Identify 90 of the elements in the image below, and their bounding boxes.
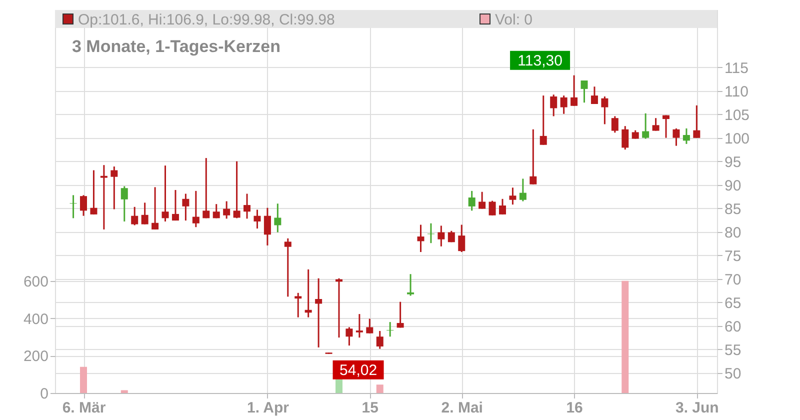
- candlestick: [244, 192, 251, 220]
- candlestick: [580, 80, 588, 104]
- candlestick: [131, 206, 138, 226]
- y2-tick-label: 115: [724, 60, 748, 77]
- y2-tick-label: 110: [724, 83, 748, 100]
- candlestick: [478, 191, 486, 210]
- bar: [80, 366, 88, 393]
- y2-tick-label: 105: [724, 106, 750, 124]
- y2-tick-label: 95: [724, 154, 742, 171]
- x-tick-label: 6. Mär: [62, 400, 106, 416]
- candlestick: [560, 94, 568, 115]
- y2-tick-label: 50: [724, 365, 742, 382]
- candlestick: [590, 86, 598, 105]
- candlestick: [141, 202, 148, 226]
- y-tick-label: 0: [40, 386, 48, 402]
- x-tick-label: 15: [362, 400, 378, 416]
- y2-tick-label: 75: [724, 248, 742, 265]
- legend-label: Op:101.6, Hi:106.9, Lo:99.98, Cl:99.98: [78, 12, 335, 28]
- candlestick: [530, 128, 537, 186]
- candlestick: [152, 186, 159, 230]
- y2-tick-label: 100: [724, 130, 750, 148]
- candlestick: [642, 112, 650, 140]
- x-tick-label: 16: [566, 400, 583, 416]
- candlestick: [110, 166, 118, 210]
- y-tick-label: 400: [23, 310, 48, 328]
- candlestick: [172, 189, 179, 222]
- candlestick: [100, 164, 108, 230]
- candlestick: [693, 104, 700, 139]
- candlestick: [366, 318, 374, 334]
- y2-tick-label: 85: [724, 200, 742, 218]
- annotation: 113,30: [518, 52, 562, 70]
- candlestick: [254, 208, 261, 230]
- candlestick: [662, 114, 670, 139]
- y2-tick-label: 55: [724, 342, 742, 359]
- candlestick: [233, 160, 240, 219]
- candlestick: [407, 273, 414, 296]
- candlestick: [315, 278, 322, 348]
- candlestick: [682, 128, 690, 145]
- candlestick: [376, 330, 384, 350]
- candlestick: [622, 125, 629, 150]
- candlestick: [120, 185, 128, 222]
- candlestick: [274, 202, 282, 234]
- candlestick: [80, 194, 88, 217]
- candlestick: [284, 238, 292, 298]
- candlestick: [202, 157, 210, 219]
- candlestick: [346, 326, 353, 346]
- candlestick: [70, 194, 77, 219]
- candlestick: [223, 200, 230, 220]
- candlestick: [652, 117, 660, 132]
- candlestick: [550, 94, 558, 117]
- candlestick: [438, 224, 445, 248]
- candlestick: [519, 178, 526, 202]
- annotation: 54,02: [340, 362, 378, 379]
- candlestick: [396, 301, 404, 328]
- candlestick: [509, 186, 516, 206]
- candlestick: [611, 115, 618, 134]
- y2-tick-label: 80: [724, 224, 742, 242]
- candlestick: [417, 224, 424, 253]
- candlestick: [90, 170, 98, 216]
- candlestick: [601, 96, 608, 125]
- x-tick-label: 2. Mai: [441, 400, 483, 416]
- bar: [376, 384, 384, 393]
- candlestick: [294, 292, 302, 318]
- candlestick: [540, 94, 547, 146]
- candlestick: [356, 313, 363, 338]
- candlestick: [386, 321, 394, 338]
- x-tick-label: 3. Jun: [675, 400, 719, 416]
- candlestick: [570, 74, 578, 107]
- bar: [120, 390, 128, 393]
- candlestick: [212, 203, 220, 219]
- legend-label: Vol: 0: [495, 12, 533, 28]
- candlestick: [488, 200, 496, 216]
- candlestick: [468, 190, 476, 212]
- y2-tick-label: 65: [724, 294, 742, 312]
- y-tick-label: 200: [23, 348, 48, 366]
- text: 3 Monate, 1-Tages-Kerzen: [72, 37, 280, 56]
- candlestick: [427, 222, 434, 244]
- y2-tick-label: 60: [724, 318, 742, 336]
- x-tick-label: 1. Apr: [246, 400, 290, 416]
- y2-tick-label: 90: [724, 177, 742, 194]
- candlestick: [192, 190, 200, 228]
- candlestick: [458, 224, 466, 253]
- candlestick: [499, 198, 506, 216]
- candlestick: [672, 128, 680, 147]
- candlestick: [182, 192, 190, 222]
- y2-tick-label: 70: [724, 271, 742, 288]
- candlestick: [264, 207, 271, 246]
- y-tick-label: 600: [23, 273, 48, 290]
- candlestick: [162, 164, 169, 222]
- bar: [622, 280, 629, 393]
